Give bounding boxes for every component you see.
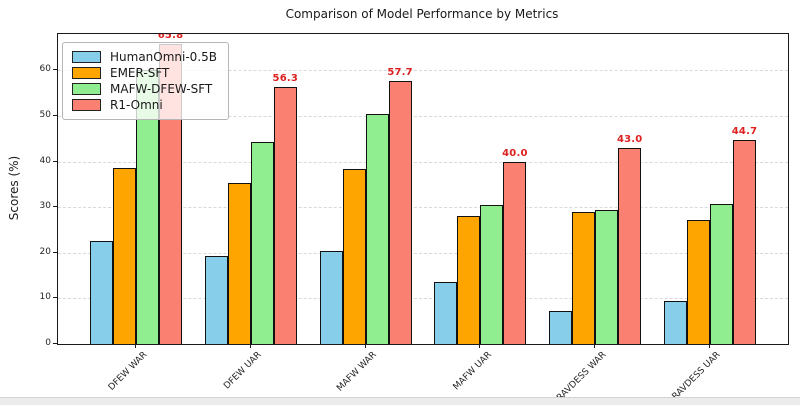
bar xyxy=(572,212,596,344)
legend-swatch xyxy=(72,83,101,95)
bar xyxy=(595,210,619,344)
bar xyxy=(113,168,136,344)
x-tick-mark xyxy=(249,344,251,348)
bar xyxy=(204,256,228,344)
y-tick-label: 0 xyxy=(45,338,51,348)
bar-value-label: 40.0 xyxy=(502,147,528,159)
bar xyxy=(250,142,274,344)
grid-line xyxy=(58,252,788,254)
x-tick-mark xyxy=(479,344,481,348)
y-tick-label: 60 xyxy=(39,64,51,75)
bar xyxy=(273,87,297,344)
x-tick-label: MAFW UAR xyxy=(451,350,494,393)
bar xyxy=(342,169,366,344)
bar xyxy=(365,114,389,344)
bar-value-label: 43.0 xyxy=(616,133,643,145)
legend-label: HumanOmni-0.5B xyxy=(110,50,217,64)
bar xyxy=(319,251,343,344)
x-tick-label: RAVDESS WAR xyxy=(554,350,609,404)
y-tick-label: 50 xyxy=(39,110,51,121)
grid-line xyxy=(58,116,788,118)
bar xyxy=(227,183,251,344)
x-tick-mark xyxy=(594,344,596,348)
legend-swatch xyxy=(72,99,101,111)
grid-line xyxy=(58,207,788,209)
bar xyxy=(549,311,573,344)
plot-area: HumanOmni-0.5B EMER-SFT MAFW-DFEW-SFT R1-Om… xyxy=(57,33,789,345)
x-tick-label: RAVDESS UAR xyxy=(671,350,724,402)
chart-title: Comparison of Model Performance by Metri… xyxy=(285,7,559,21)
bar-value-label: 65.8 xyxy=(157,33,184,42)
bar-value-label: 44.7 xyxy=(731,126,758,138)
y-tick-mark xyxy=(53,160,57,162)
y-tick-label: 40 xyxy=(39,155,51,166)
bar xyxy=(434,282,458,344)
y-tick-mark xyxy=(53,343,57,344)
legend-label: MAFW-DFEW-SFT xyxy=(110,82,213,96)
bar xyxy=(503,162,527,344)
x-tick-label: MAFW WAR xyxy=(335,350,379,394)
x-tick-mark xyxy=(364,344,366,348)
y-tick-label: 20 xyxy=(39,246,51,257)
y-axis-label: Scores (%) xyxy=(7,155,21,221)
legend-item: EMER-SFT xyxy=(72,66,217,80)
legend-swatch xyxy=(72,67,101,79)
legend-item: HumanOmni-0.5B xyxy=(72,50,217,64)
x-tick-label: DFEW UAR xyxy=(222,350,264,392)
x-tick-mark xyxy=(135,344,136,348)
bar xyxy=(710,204,733,344)
bar xyxy=(90,241,113,344)
y-tick-mark xyxy=(53,251,57,253)
legend: HumanOmni-0.5B EMER-SFT MAFW-DFEW-SFT R1-Om… xyxy=(62,42,229,120)
bottom-strip xyxy=(0,397,800,405)
bar xyxy=(480,205,504,344)
y-tick-mark xyxy=(53,297,57,299)
bar-value-label: 57.7 xyxy=(387,66,413,78)
x-tick-mark xyxy=(709,344,710,348)
grid-line xyxy=(58,161,788,163)
x-tick-label: DFEW WAR xyxy=(106,350,150,393)
bar xyxy=(457,216,481,344)
bar xyxy=(388,81,412,344)
y-tick-label: 30 xyxy=(39,201,51,212)
bar-value-label: 56.3 xyxy=(272,73,299,85)
grid-line xyxy=(58,298,788,300)
y-tick-label: 10 xyxy=(39,292,51,303)
y-tick-mark xyxy=(53,115,57,117)
y-tick-mark xyxy=(53,206,57,208)
bar xyxy=(618,148,642,344)
y-tick-mark xyxy=(53,69,57,71)
bar xyxy=(687,220,710,344)
legend-item: MAFW-DFEW-SFT xyxy=(72,82,217,96)
legend-label: R1-Omni xyxy=(110,98,163,112)
legend-swatch xyxy=(72,51,101,63)
bar xyxy=(664,301,687,344)
grid-line xyxy=(58,70,788,72)
legend-item: R1-Omni xyxy=(72,98,217,112)
bar xyxy=(733,140,756,344)
legend-label: EMER-SFT xyxy=(110,66,170,80)
